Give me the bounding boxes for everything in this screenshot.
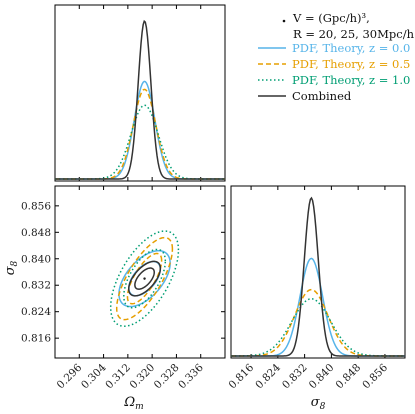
s8-tick-label-left: 0.848 <box>21 227 51 239</box>
panel-om-marginal-frame <box>54 4 226 182</box>
s8-marginal-curve-z0 <box>231 257 405 357</box>
legend-header-line2: R = 20, 25, 30Mpc/h <box>293 27 415 41</box>
om-tick-label: 0.296 <box>55 361 85 391</box>
om-tick-label: 0.312 <box>103 362 133 392</box>
s8-marginal-curve-combined <box>231 196 405 357</box>
s8-tick-label-bottom: 0.816 <box>226 361 256 391</box>
s8-tick-label-left: 0.824 <box>21 306 51 318</box>
s8-marginal-curves <box>231 196 405 357</box>
s8-tick-label-bottom: 0.832 <box>280 362 310 392</box>
contour-z05-level-2 <box>115 236 174 321</box>
s8-axis-label-left: σ8 <box>3 260 20 275</box>
om-tick-label: 0.304 <box>79 361 109 391</box>
s8-tick-label-left: 0.840 <box>21 253 51 265</box>
contour-combined-level-1 <box>134 267 155 290</box>
s8-marginal-curve-z1 <box>231 298 405 357</box>
s8-tick-label-left: 0.816 <box>21 333 51 345</box>
om-tick-label: 0.336 <box>176 361 206 391</box>
contour-z1-level-2 <box>109 230 180 327</box>
om-marginal-curve-z1 <box>55 104 225 180</box>
legend-header-line1: V = (Gpc/h)³, <box>292 11 370 25</box>
legend-header-marker <box>282 19 286 23</box>
om-axis-label: Ωm <box>123 395 143 412</box>
legend-entry-z0: PDF, Theory, z = 0.0 <box>292 41 410 55</box>
om-tick-label: 0.328 <box>152 362 182 392</box>
s8-tick-label-bottom: 0.824 <box>253 361 283 391</box>
s8-tick-label-bottom: 0.856 <box>360 361 390 391</box>
legend-entry-z1: PDF, Theory, z = 1.0 <box>292 73 410 87</box>
legend: V = (Gpc/h)³, R = 20, 25, 30Mpc/h PDF, T… <box>258 11 415 103</box>
om-marginal-curves <box>55 19 225 180</box>
joint-contours <box>109 230 180 327</box>
panel-s8-marginal-frame <box>230 185 406 359</box>
s8-tick-label-left: 0.856 <box>21 200 51 212</box>
s8-tick-label-bottom: 0.840 <box>307 362 337 392</box>
om-marginal-curve-z05 <box>55 88 225 180</box>
s8-tick-label-bottom: 0.848 <box>334 362 364 392</box>
contour-z05-level-1 <box>126 252 163 305</box>
s8-axis-label-bottom: σ8 <box>311 395 326 412</box>
tick-marks <box>55 5 386 358</box>
om-tick-label: 0.320 <box>128 362 158 392</box>
s8-tick-label-left: 0.832 <box>21 280 51 292</box>
contour-combined-level-2 <box>127 260 162 297</box>
panel-2d-frame <box>54 185 226 359</box>
contour-z1-level-1 <box>123 248 167 309</box>
om-marginal-curve-combined <box>55 19 225 180</box>
legend-entry-combined: Combined <box>292 89 352 103</box>
legend-entry-z05: PDF, Theory, z = 0.5 <box>292 57 410 71</box>
fiducial-point <box>143 277 146 280</box>
s8-marginal-curve-z05 <box>231 288 405 357</box>
